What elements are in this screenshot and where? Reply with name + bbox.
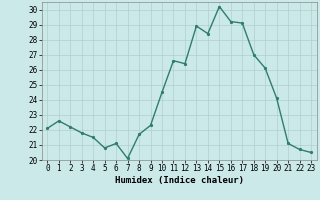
X-axis label: Humidex (Indice chaleur): Humidex (Indice chaleur)	[115, 176, 244, 185]
